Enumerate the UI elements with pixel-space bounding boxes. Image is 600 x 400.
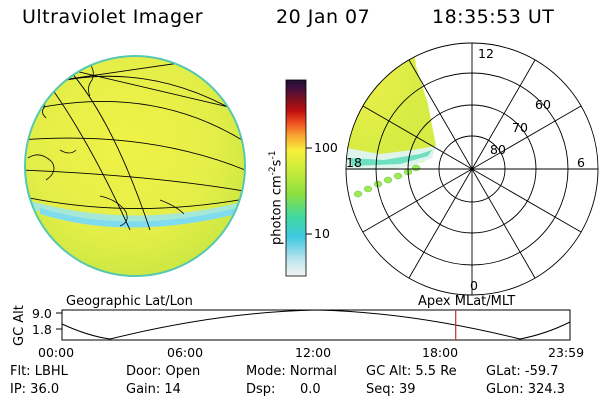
orbit-xtick-1800: 18:00 xyxy=(422,345,459,360)
apex-label: Apex MLat/MLT xyxy=(418,294,516,309)
colorbar-tick-100: 100 xyxy=(314,140,338,155)
coastlines xyxy=(27,61,185,227)
mlat-label-70: 70 xyxy=(512,120,528,135)
orbit-xtick-0600: 06:00 xyxy=(167,345,204,360)
status-glat: GLat: -59.7 xyxy=(486,364,559,379)
header-time: 18:35:53 UT xyxy=(432,6,555,28)
status-dsp-value: 0.0 xyxy=(300,382,321,397)
mlt-label-6: 6 xyxy=(577,155,585,170)
status-glon: GLon: 324.3 xyxy=(486,382,566,397)
mlat-label-80: 80 xyxy=(490,142,506,157)
auroral-dots xyxy=(353,164,421,198)
polar-grid xyxy=(345,42,599,296)
app-title: Ultraviolet Imager xyxy=(22,6,204,28)
status-gain: Gain: 14 xyxy=(126,382,181,397)
status-flt: Flt: LBHL xyxy=(10,364,68,379)
mlt-label-0: 0 xyxy=(470,278,478,293)
orbit-ytick-low: 1.8 xyxy=(32,322,52,337)
orbit-xtick-0000: 00:00 xyxy=(38,345,75,360)
geographic-label: Geographic Lat/Lon xyxy=(66,294,193,309)
latlon-grid xyxy=(25,59,245,231)
mlt-label-12: 12 xyxy=(478,46,494,61)
orbit-xtick-1200: 12:00 xyxy=(295,345,332,360)
header-date: 20 Jan 07 xyxy=(276,6,371,28)
orbit-xtick-2359: 23:59 xyxy=(548,345,585,360)
orbit-ytick-high: 9.0 xyxy=(32,306,52,321)
status-ip: IP: 36.0 xyxy=(10,382,60,397)
orbit-ylabel: GC Alt xyxy=(12,305,27,346)
mlat-label-60: 60 xyxy=(535,97,551,112)
status-mode: Mode: Normal xyxy=(246,364,337,379)
colorbar-tick-10: 10 xyxy=(314,226,330,241)
status-seq: Seq: 39 xyxy=(366,382,416,397)
status-door: Door: Open xyxy=(126,364,201,379)
status-dsp-label: Dsp: xyxy=(246,382,276,397)
mlt-label-18: 18 xyxy=(346,155,362,170)
status-gc-alt: GC Alt: 5.5 Re xyxy=(366,364,457,379)
